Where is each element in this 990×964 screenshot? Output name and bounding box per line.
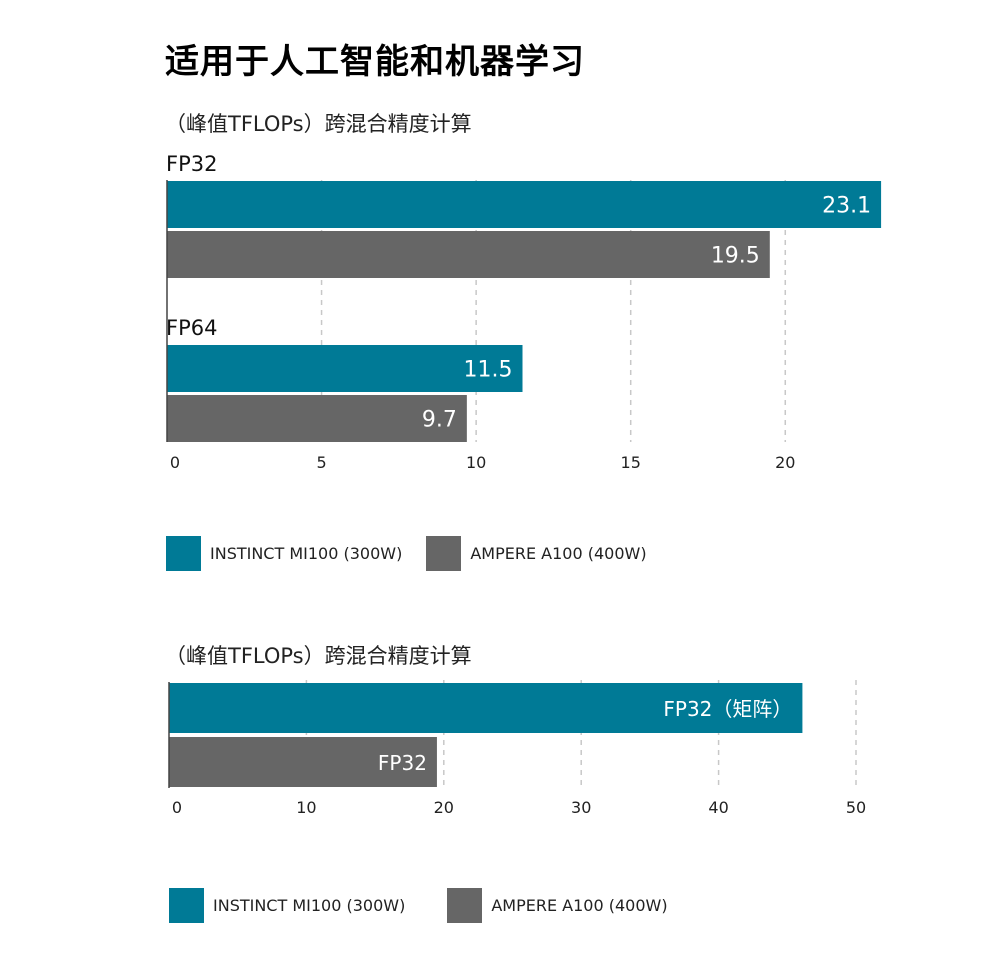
- legend-label-a100-2: AMPERE A100 (400W): [491, 896, 668, 915]
- legend-label-mi100: INSTINCT MI100 (300W): [210, 544, 403, 563]
- bar-mi100-0: [167, 181, 882, 228]
- bar-label-a100-1: 9.7: [422, 408, 457, 433]
- chart-1-category-label-fp64: FP64: [166, 316, 218, 340]
- bar-label-mi100-1: 11.5: [464, 358, 513, 383]
- legend-item-mi100-2: INSTINCT MI100 (300W): [169, 888, 405, 923]
- tick-label-10: 10: [296, 798, 316, 817]
- chart-1-legend: INSTINCT MI100 (300W) AMPERE A100 (400W): [166, 536, 647, 571]
- chart-2-legend: INSTINCT MI100 (300W) AMPERE A100 (400W): [169, 888, 668, 923]
- chart-2-subtitle: （峰值TFLOPs）跨混合精度计算: [165, 644, 472, 668]
- tick-label-20: 20: [775, 453, 795, 472]
- bar-a100-1: [167, 395, 467, 442]
- bar-label-a100-0: FP32: [378, 751, 427, 775]
- chart-1-category-label-fp32: FP32: [166, 152, 218, 176]
- chart-1: 23.1 19.5 11.5 9.7 0 5 10 15 20: [166, 180, 882, 472]
- bar-label-mi100-0: 23.1: [822, 194, 871, 219]
- bar-a100-0: [169, 737, 437, 787]
- tick-label-5: 5: [316, 453, 326, 472]
- tick-label-20: 20: [434, 798, 454, 817]
- chart-1-subtitle: （峰值TFLOPs）跨混合精度计算: [165, 112, 472, 136]
- legend-item-a100: AMPERE A100 (400W): [426, 536, 647, 571]
- legend-swatch-a100: [426, 536, 462, 571]
- bar-mi100-1: [167, 345, 523, 392]
- bar-label-a100-0: 19.5: [711, 244, 760, 269]
- tick-label-30: 30: [571, 798, 591, 817]
- tick-label-50: 50: [846, 798, 866, 817]
- legend-swatch-a100-2: [447, 888, 483, 923]
- page-title: 适用于人工智能和机器学习: [165, 42, 585, 82]
- legend-swatch-mi100: [166, 536, 201, 571]
- legend-label-mi100-2: INSTINCT MI100 (300W): [213, 896, 406, 915]
- legend-item-mi100: INSTINCT MI100 (300W): [166, 536, 402, 571]
- legend-swatch-mi100-2: [169, 888, 204, 923]
- chart-2: FP32（矩阵） FP32 0 10 20 30 40 50: [168, 680, 866, 817]
- tick-label-40: 40: [708, 798, 728, 817]
- bar-label-mi100-0: FP32（矩阵）: [663, 697, 792, 721]
- tick-label-0: 0: [172, 798, 182, 817]
- tick-label-0: 0: [170, 453, 180, 472]
- tick-label-15: 15: [621, 453, 641, 472]
- legend-label-a100: AMPERE A100 (400W): [470, 544, 647, 563]
- legend-item-a100-2: AMPERE A100 (400W): [447, 888, 668, 923]
- tick-label-10: 10: [466, 453, 486, 472]
- bar-mi100-0: [169, 683, 803, 733]
- bar-a100-0: [167, 231, 770, 278]
